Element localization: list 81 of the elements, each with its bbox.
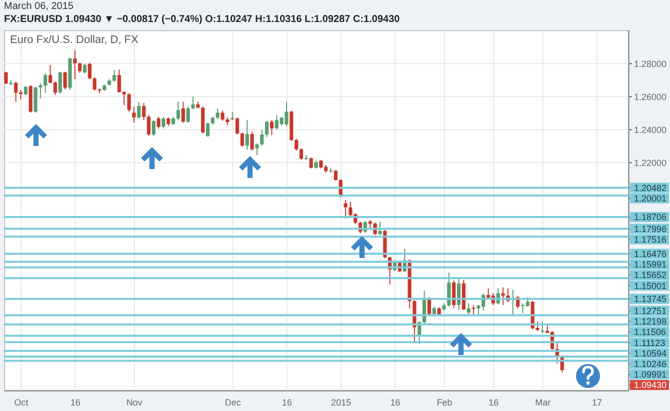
- ref-line-label: 1.13745: [634, 294, 667, 304]
- candlestick: [250, 131, 254, 152]
- candlestick: [82, 63, 87, 74]
- candlestick: [186, 106, 190, 124]
- candlestick: [176, 101, 180, 121]
- x-tick-label: Dec: [224, 397, 242, 408]
- candlestick: [294, 138, 298, 152]
- candlestick: [58, 71, 62, 94]
- candlestick: [344, 200, 348, 219]
- ref-line-label: 1.15001: [634, 280, 667, 291]
- candlestick: [142, 102, 146, 121]
- candlestick: [501, 286, 505, 306]
- ref-line-label: 1.12751: [634, 306, 667, 316]
- x-tick-label: 16: [282, 397, 292, 408]
- candlestick: [137, 101, 141, 119]
- ref-line-label: 1.17996: [634, 224, 667, 234]
- x-tick-label: 16: [390, 397, 400, 408]
- ref-line-label: 1.11123: [634, 338, 666, 348]
- y-tick-label: 1.26000: [634, 92, 667, 102]
- candlestick: [206, 122, 210, 138]
- y-tick-label: 1.28000: [634, 58, 667, 69]
- candlestick: [132, 106, 136, 124]
- candlestick: [181, 101, 185, 124]
- candlestick: [191, 96, 195, 110]
- candlestick: [4, 71, 8, 85]
- x-tick-label: Oct: [14, 397, 29, 408]
- chart-title: FX:EURUSD 1.09430 ▼ −0.00817 (−0.74%) O:1.10247 H:1.10316 L:1.09287 C:1.09430: [4, 14, 400, 25]
- candlestick: [73, 50, 77, 80]
- candlestick: [117, 68, 121, 94]
- ref-line-label: 1.20001: [634, 194, 667, 204]
- candlestick: [156, 116, 160, 129]
- candlestick: [540, 321, 544, 334]
- candlestick: [88, 62, 92, 80]
- x-tick-label: Nov: [126, 397, 143, 408]
- ref-line-label: 1.20482: [634, 182, 667, 193]
- candlestick: [309, 156, 313, 169]
- candlestick: [270, 120, 274, 136]
- candlestick: [299, 148, 304, 161]
- candlestick: [260, 129, 264, 146]
- candlestick: [216, 108, 220, 120]
- candlestick: [146, 114, 151, 136]
- candlestick: [255, 142, 259, 156]
- x-tick-label: Mar: [535, 397, 551, 408]
- x-tick-label: 16: [488, 397, 499, 408]
- text: 1.09430: [634, 380, 667, 390]
- candlestick: [334, 170, 338, 182]
- candlestick: [378, 221, 382, 236]
- ref-line-label: 1.10594: [634, 348, 667, 358]
- candlestick: [78, 62, 82, 74]
- x-tick-label: 2015: [331, 397, 352, 408]
- x-tick-label: 16: [70, 397, 80, 408]
- candlestick: [472, 304, 476, 316]
- x-tick-label: 17: [592, 397, 602, 408]
- candlestick: [122, 90, 126, 106]
- candlestick: [466, 302, 470, 316]
- candlestick: [63, 71, 67, 90]
- x-tick-label: Feb: [436, 397, 452, 408]
- ref-line-label: 1.12198: [634, 316, 667, 327]
- ref-line-label: 1.15652: [634, 270, 667, 280]
- ref-line-label: 1.17516: [634, 234, 667, 245]
- ref-line-label: 1.16476: [634, 248, 667, 259]
- candlestick: [236, 116, 240, 135]
- candlestick: [92, 76, 96, 92]
- ref-line-label: 1.18706: [634, 212, 667, 222]
- candlestick: [14, 81, 18, 102]
- candlestick: [265, 120, 269, 138]
- candlestick: [152, 120, 156, 137]
- candlestick: [112, 70, 116, 82]
- y-tick-label: 1.24000: [634, 124, 667, 135]
- annotation: Euro Fx/U.S. Dollar, D, FX: [10, 34, 138, 46]
- candlestick: [127, 92, 131, 112]
- legend-label: 1.09991: [634, 370, 667, 380]
- ref-line-label: 1.15991: [634, 260, 667, 270]
- candlestick: [220, 110, 224, 122]
- y-tick-label: 1.22000: [634, 158, 667, 168]
- ref-line-label: 1.10246: [634, 359, 667, 369]
- ref-line-label: 1.11506: [634, 327, 666, 338]
- candlestick: [162, 116, 166, 129]
- candlestick: [240, 132, 244, 148]
- chart-subtitle: March 06, 2015: [4, 1, 74, 12]
- candlestick: [245, 120, 249, 150]
